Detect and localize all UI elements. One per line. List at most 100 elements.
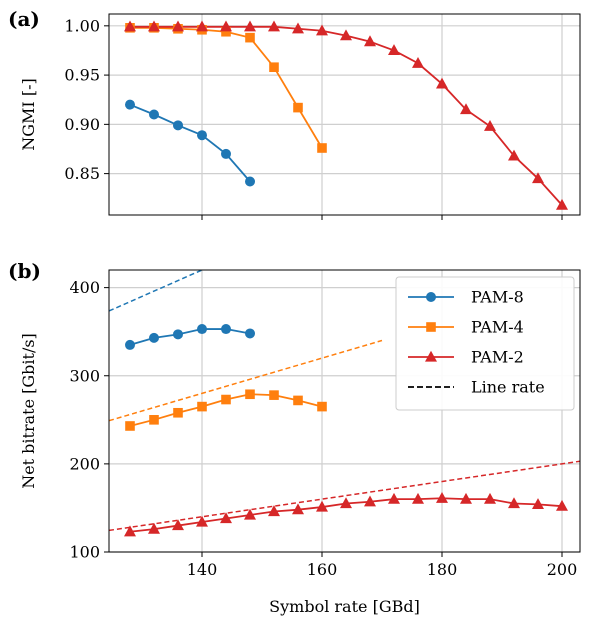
point-a-pam4-4 [221,26,231,37]
y-tick-label-b-2: 300 [69,366,100,385]
point-a-pam2-4 [220,20,232,32]
point-b-pam4-4 [221,394,231,405]
line-rate-pam8 [109,270,203,312]
series-line-b-pam8 [129,328,251,346]
point-a-pam2-7 [292,22,304,34]
y-tick-label-a-1: 0.90 [64,115,100,134]
legend-label-3: Line rate [471,378,545,397]
point-a-pam2-13 [436,77,448,89]
point-a-pam2-0 [124,20,136,32]
line-rate-pam4 [109,339,383,422]
point-b-pam2-3 [196,515,208,527]
point-a-pam2-10 [364,35,376,47]
panel-label-a: (a) [8,7,40,31]
y-tick-label-b-1: 200 [69,454,100,473]
y-tick-label-a-0: 0.85 [64,164,100,183]
legend-marker-1 [426,322,436,332]
x-tick-label-3: 200 [547,560,578,579]
point-b-pam2-9 [340,497,352,509]
point-b-pam4-6 [269,390,279,400]
legend-marker-2 [425,350,437,362]
plot-frame-b [108,269,581,553]
legend: PAM-8 PAM-4 PAM-2 Line rate [395,276,575,411]
series-line-a-pam2 [130,25,563,206]
point-a-pam2-9 [340,29,352,41]
point-b-pam2-11 [388,492,400,504]
point-b-pam2-12 [412,492,424,504]
point-b-pam2-5 [244,508,256,520]
point-a-pam2-8 [316,24,328,36]
panel-a: 0.85 0.90 0.95 1.00 (a) NGMI [-] [8,7,581,220]
y-tick-label-b-0: 100 [69,543,100,562]
panel-label-b: (b) [8,259,41,283]
point-a-pam8-2 [173,120,183,131]
point-b-pam4-3 [197,401,207,412]
line-rate-pam2 [109,460,580,532]
x-tick-label-2: 180 [427,560,458,579]
ticks-b: 140 160 180 200 100 200 300 400 [69,278,577,579]
point-a-pam8-1 [149,109,159,120]
point-b-pam2-17 [532,498,544,510]
point-a-pam2-16 [508,149,520,161]
point-a-pam2-18 [556,198,568,210]
series-line-a-pam8 [129,103,251,183]
point-b-pam2-6 [268,505,280,517]
point-a-pam2-3 [196,20,208,32]
point-b-pam2-16 [508,497,520,509]
plot-frame-a [108,13,581,216]
point-a-pam2-17 [532,172,544,184]
point-a-pam8-3 [197,130,207,141]
point-a-pam4-6 [269,62,279,73]
legend-label-2: PAM-2 [471,348,524,367]
panel-b: 140 160 180 200 100 200 300 400 (b) Net bitrate… [8,259,581,616]
point-b-pam2-7 [292,503,304,515]
point-b-pam8-3 [197,324,207,335]
point-a-pam2-1 [148,20,160,32]
point-a-pam8-4 [221,148,231,159]
series-markers-b [124,324,568,537]
legend-marker-0 [426,292,436,302]
y-tick-label-a-2: 0.95 [64,66,100,85]
point-b-pam2-15 [484,492,496,504]
point-b-pam8-1 [149,332,159,343]
point-b-pam2-18 [556,499,568,511]
point-b-pam2-10 [364,495,376,507]
point-b-pam4-1 [149,415,159,425]
point-b-pam4-8 [317,401,327,412]
point-b-pam8-2 [173,329,183,340]
point-b-pam4-2 [173,407,183,418]
point-b-pam8-0 [125,339,135,350]
point-a-pam4-7 [293,102,303,113]
y-tick-label-b-3: 400 [69,278,100,297]
point-b-pam2-13 [436,491,448,503]
point-a-pam2-15 [484,120,496,131]
line-rate-lines [109,270,580,532]
series-markers-a [124,20,568,210]
point-a-pam2-6 [268,20,280,32]
grid-a [109,14,580,215]
point-b-pam2-0 [124,525,136,537]
y-axis-label-a: NGMI [-] [19,78,38,150]
point-b-pam2-1 [148,522,160,534]
ticks-a: 0.85 0.90 0.95 1.00 [64,16,563,220]
y-axis-label-b: Net bitrate [Gbit/s] [19,333,38,489]
point-a-pam2-11 [388,44,400,56]
point-b-pam8-4 [221,324,231,335]
x-axis-label: Symbol rate [GBd] [269,597,420,616]
point-a-pam8-5 [245,176,255,187]
series-line-a-pam4 [130,26,323,149]
point-a-pam2-2 [172,20,184,32]
point-a-pam4-8 [317,143,327,153]
x-tick-label-1: 160 [307,560,338,579]
legend-label-0: PAM-8 [471,288,524,307]
point-b-pam2-8 [316,500,328,512]
point-b-pam2-2 [172,519,184,531]
point-b-pam4-0 [125,421,135,431]
point-a-pam2-14 [460,103,472,115]
point-b-pam8-5 [245,328,255,339]
legend-label-1: PAM-4 [471,318,524,337]
point-a-pam8-0 [125,99,135,110]
series-lines-a [129,25,563,206]
point-a-pam2-5 [244,20,256,32]
